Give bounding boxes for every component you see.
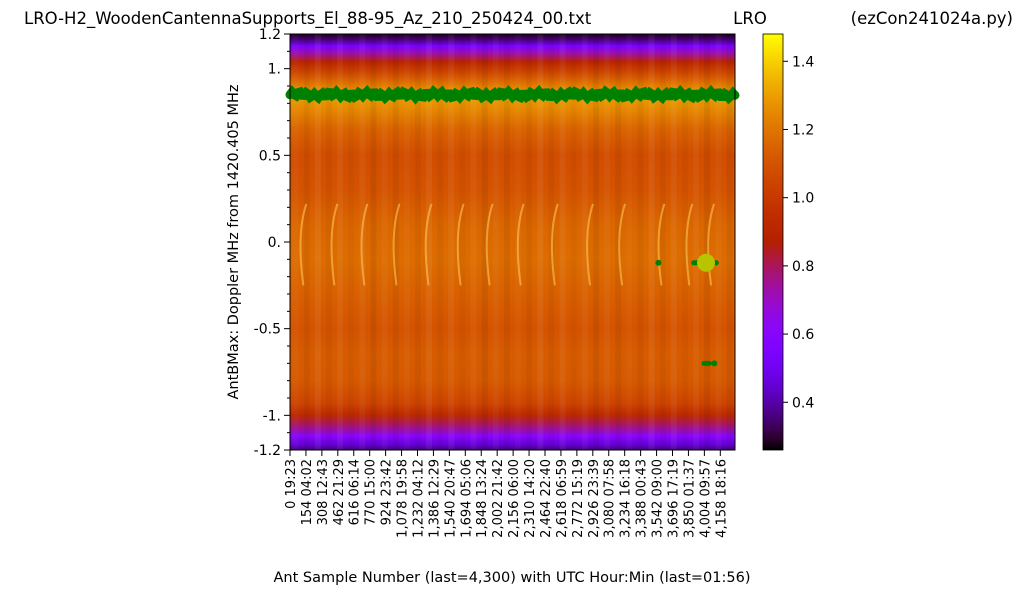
heatmap-band [448,34,455,450]
colorbar-tick-label: 0.4 [792,395,814,411]
heatmap-streak [392,203,401,286]
y-tick-label: 0. [268,235,281,251]
x-tick-label: 462 21:29 [332,459,347,525]
heatmap-streak [516,203,525,286]
x-tick-label: 154 04:02 [300,459,315,525]
y-tick-label: -1. [263,408,281,424]
heatmap-band [370,34,377,450]
x-tick-label: 2,310 14:20 [523,459,538,538]
heatmap-band [581,34,588,450]
y-tick-label: -0.5 [254,322,281,338]
x-tick-label: 4,158 18:16 [714,459,729,538]
heatmap-band [637,34,644,450]
heatmap-streak [360,203,369,286]
heatmap-band [392,34,399,450]
y-tick-label: 1. [268,62,281,78]
heatmap-streak [685,203,694,286]
chart-title-observatory: LRO [733,9,767,28]
y-axis: 1.2 1. 0.5 0. -0.5 -1. -1.2 [254,27,290,459]
heatmap-streak [618,203,627,286]
heatmap-streak [586,203,594,286]
x-tick-label: 1,232 04:12 [411,459,426,538]
heatmap-band [726,34,733,450]
y-tick-label: 1.2 [259,27,281,43]
heatmap-band [537,34,544,450]
heatmap-band [648,34,655,450]
heatmap-streak [707,203,716,286]
y-tick-label: -1.2 [254,443,281,459]
heatmap-band [670,34,677,450]
x-tick-label: 1,694 05:06 [459,459,474,538]
colorbar: 0.4 0.6 0.8 1.0 1.2 1.4 [762,33,814,451]
colorbar-tick-label: 1.0 [792,191,814,207]
heatmap-band [592,34,599,450]
x-tick-label: 1,848 13:24 [475,459,490,538]
heatmap-band [414,34,421,450]
x-tick-label: 616 06:14 [348,459,363,525]
heatmap-band [615,34,622,450]
x-tick-label: 2,618 06:59 [555,459,570,538]
heatmap-streak [330,203,339,286]
chart-title-script: (ezCon241024a.py) [851,9,1013,28]
x-tick-label: 924 23:42 [380,459,395,525]
x-tick-label: 1,078 19:58 [396,459,411,538]
heatmap-band [470,34,477,450]
heatmap-band [426,34,433,450]
x-tick-label: 3,234 16:18 [619,459,634,538]
x-axis-label: Ant Sample Number (last=4,300) with UTC … [274,570,751,586]
heatmap-plot-area [290,34,735,450]
heatmap-band [559,34,566,450]
heatmap-band [481,34,488,450]
x-tick-label: 4,004 09:57 [698,459,713,538]
x-tick-label: 2,464 22:40 [539,459,554,538]
heatmap-band [693,34,700,450]
x-tick-label: 3,850 01:37 [682,459,697,538]
heatmap-band [314,34,321,450]
x-tick-label: 2,156 06:00 [507,459,522,538]
heatmap-band [337,34,344,450]
marker-dot [711,360,718,367]
heatmap-band [303,34,310,450]
heatmap-overlay [285,84,740,367]
colorbar-tick-label: 1.4 [792,54,814,70]
x-tick-label: 2,926 23:39 [587,459,602,538]
x-tick-label: 770 15:00 [364,459,379,525]
colorbar-gradient [762,33,784,451]
heatmap-streak [424,203,433,286]
colorbar-tick-label: 0.8 [792,259,814,275]
x-tick-label: 0 19:23 [284,459,299,509]
heatmap-streak [657,203,666,286]
x-tick-label: 3,080 07:58 [603,459,618,538]
x-tick-label: 3,696 17:19 [666,459,681,538]
heatmap-band [704,34,711,450]
x-tick-label: 3,388 00:43 [635,459,650,538]
marker-dot [655,259,662,266]
marker-big-dot [697,253,716,272]
heatmap-band [526,34,533,450]
heatmap-streak [456,203,465,286]
x-tick-label: 2,002 21:42 [491,459,506,538]
doppler-max-track [285,84,740,105]
y-tick-label: 0.5 [259,148,281,164]
colorbar-tick-label: 0.6 [792,327,814,343]
chart-title-filename: LRO-H2_WoodenCantennaSupports_El_88-95_A… [24,9,592,29]
heatmap-streak [550,203,559,286]
colorbar-tick-label: 1.2 [792,122,814,138]
x-tick-label: 1,386 12:29 [427,459,442,538]
x-tick-label: 3,542 09:00 [651,459,666,538]
x-tick-label: 308 12:43 [316,459,331,525]
x-tick-label: 1,540 20:47 [443,459,458,538]
heatmap-streak [299,203,308,286]
x-axis: 0 19:23 154 04:02 308 12:43 462 21:29 616 06… [284,450,729,538]
x-tick-label: 2,772 15:19 [571,459,586,538]
heatmap-band [503,34,510,450]
heatmap-streak [485,203,494,286]
y-axis-label: AntBMax: Doppler MHz from 1420.405 MHz [226,85,242,400]
heatmap-image [290,34,735,450]
